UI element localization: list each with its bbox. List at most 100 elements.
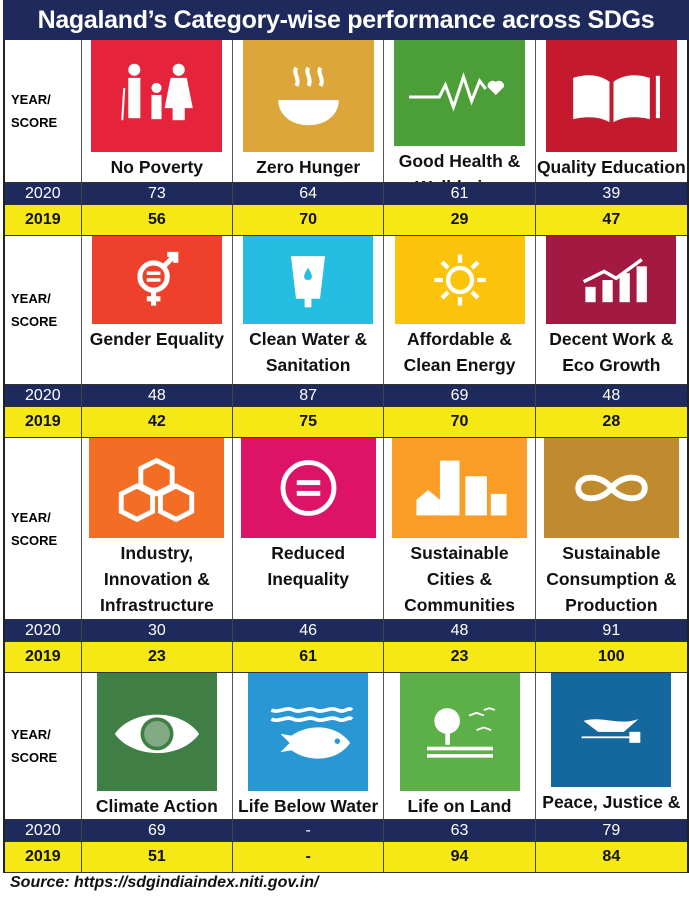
- score-cell: 48: [384, 620, 536, 641]
- sdg-goal-cell: Gender Equality: [82, 236, 234, 384]
- infinity-icon: [575, 474, 648, 502]
- goal-tiles-row: YEAR/SCORE Industry, Innovation & Infras…: [5, 438, 687, 620]
- goal-name: Gender Equality: [89, 329, 224, 349]
- year-cell: 2019: [5, 642, 82, 672]
- score-cell: 94: [384, 842, 536, 872]
- score-cell: 23: [384, 642, 536, 672]
- sdg-goal-cell: No Poverty: [82, 40, 234, 182]
- sdg-tile: [551, 673, 672, 787]
- goal-name: Affordable & Clean Energy: [403, 329, 516, 375]
- year-cell: 2020: [5, 620, 82, 641]
- sdg-goal-cell: Life on Land: [384, 673, 536, 819]
- score-cell: 56: [82, 205, 233, 235]
- goal-tiles-row: YEAR/SCORE Gender Equality Clean Water &…: [5, 236, 687, 385]
- score-cell: 70: [233, 205, 385, 235]
- goal-name: Climate Action: [95, 796, 218, 816]
- dove-icon: [581, 719, 641, 743]
- score-cell: 69: [82, 820, 233, 841]
- goal-name: Industry, Innovation & Infrastructure: [99, 543, 214, 615]
- score-cell: 87: [233, 385, 385, 406]
- sdg-tile: [394, 236, 525, 324]
- book-icon: [573, 75, 660, 123]
- year-cell: 2020: [5, 385, 82, 406]
- score-cell: 73: [82, 183, 233, 204]
- sdg-tile: [91, 236, 222, 324]
- score-cell: 79: [602, 821, 621, 839]
- sdg-tile: [394, 40, 525, 146]
- sdg-tile: [546, 236, 677, 324]
- score-label: SCORE: [11, 532, 58, 548]
- bowl-icon: [277, 66, 339, 126]
- score-row-2020: 2020 69-63 79: [5, 820, 687, 842]
- score-cell: -: [233, 820, 385, 841]
- score-cell: 28: [602, 413, 621, 430]
- score-label: SCORE: [11, 750, 58, 765]
- score-cell: 63: [384, 820, 536, 841]
- sdg-tile: [545, 40, 677, 152]
- cubes-icon: [119, 457, 195, 523]
- year-cell: 2019: [5, 407, 82, 437]
- sdg-goal-cell: Decent Work & Eco Growth: [536, 236, 687, 384]
- sdg-tile: [392, 438, 527, 538]
- goal-name: Decent Work & Eco Growth: [549, 329, 674, 375]
- score-cell: 39: [602, 184, 621, 202]
- goal-name: Reduced Inequality: [267, 543, 350, 589]
- score-row-2020: 2020 30 46 48 91: [5, 620, 687, 642]
- gender-icon: [137, 251, 179, 306]
- goal-name: No Poverty: [110, 157, 204, 177]
- sdg-goal-cell: Sustainable Cities & Communities: [384, 438, 536, 619]
- score-row-2019: 2019 23 61 23 100: [5, 642, 687, 673]
- year-label: YEAR/: [11, 727, 51, 742]
- goal-name: Life Below Water: [238, 796, 379, 816]
- score-cell: -: [233, 842, 385, 872]
- sdg-table: YEAR/SCORE No Poverty Zero Hunger Good H…: [3, 40, 689, 873]
- equal-icon: [280, 460, 337, 516]
- goal-name: Peace, Justice & Strong Institutions: [542, 792, 681, 819]
- score-row-2020: 2020 73 64 61 39: [5, 183, 687, 205]
- heartbeat-icon: [409, 72, 504, 112]
- score-cell: 91: [602, 621, 621, 639]
- score-cell: 69: [384, 385, 536, 406]
- score-label: SCORE: [11, 314, 58, 329]
- year-cell: 2019: [5, 205, 82, 235]
- source-note: Source: https://sdgindiaindex.niti.gov.i…: [10, 874, 319, 891]
- goal-tiles-row: YEAR/SCORE No Poverty Zero Hunger Good H…: [5, 40, 687, 183]
- sdg-goal-cell: Sustainable Consumption & Production: [536, 438, 687, 619]
- fish-icon: [270, 707, 354, 759]
- sdg-tile: [248, 673, 369, 791]
- score-cell: 64: [233, 183, 385, 204]
- year-label: YEAR/: [11, 291, 51, 306]
- sdg-goal-cell: Good Health & Well-being: [384, 40, 536, 182]
- growth-chart-icon: [583, 258, 648, 303]
- goal-name: Clean Water & Sanitation: [249, 329, 368, 375]
- sdg-goal-cell: Peace, Justice & Strong Institutions: [536, 673, 687, 819]
- goal-name: Zero Hunger: [256, 157, 361, 177]
- city-icon: [416, 460, 507, 516]
- sdg-goal-cell: Affordable & Clean Energy: [384, 236, 536, 384]
- score-cell: 48: [82, 385, 233, 406]
- score-cell: 23: [82, 642, 233, 672]
- score-cell: 30: [82, 620, 233, 641]
- sdg-goal-cell: Industry, Innovation & Infrastructure: [82, 438, 234, 619]
- goal-name: Quality Education: [536, 157, 686, 177]
- score-cell: 84: [602, 848, 621, 865]
- sdg-goal-cell: Clean Water & Sanitation: [233, 236, 385, 384]
- page-title: Nagaland’s Category-wise performance acr…: [3, 0, 689, 40]
- sdg-tile: [242, 40, 374, 152]
- sdg-tile: [91, 40, 223, 152]
- score-cell: 46: [233, 620, 385, 641]
- goal-name: Sustainable Cities & Communities: [404, 543, 515, 615]
- sdg-goal-cell: Zero Hunger: [233, 40, 385, 182]
- score-cell: 75: [233, 407, 385, 437]
- score-row-2019: 2019 51-94 84: [5, 842, 687, 873]
- score-cell: 29: [384, 205, 536, 235]
- year-cell: 2020: [5, 183, 82, 204]
- sdg-tile: [96, 673, 217, 791]
- score-cell: 61: [384, 183, 536, 204]
- score-row-2019: 2019 56 70 29 47: [5, 205, 687, 236]
- year-score-label: YEAR/SCORE: [5, 40, 82, 182]
- year-cell: 2019: [5, 842, 82, 872]
- score-cell: 48: [602, 386, 621, 404]
- goal-name: Sustainable Consumption & Production: [546, 543, 677, 615]
- sdg-tile: [399, 673, 520, 791]
